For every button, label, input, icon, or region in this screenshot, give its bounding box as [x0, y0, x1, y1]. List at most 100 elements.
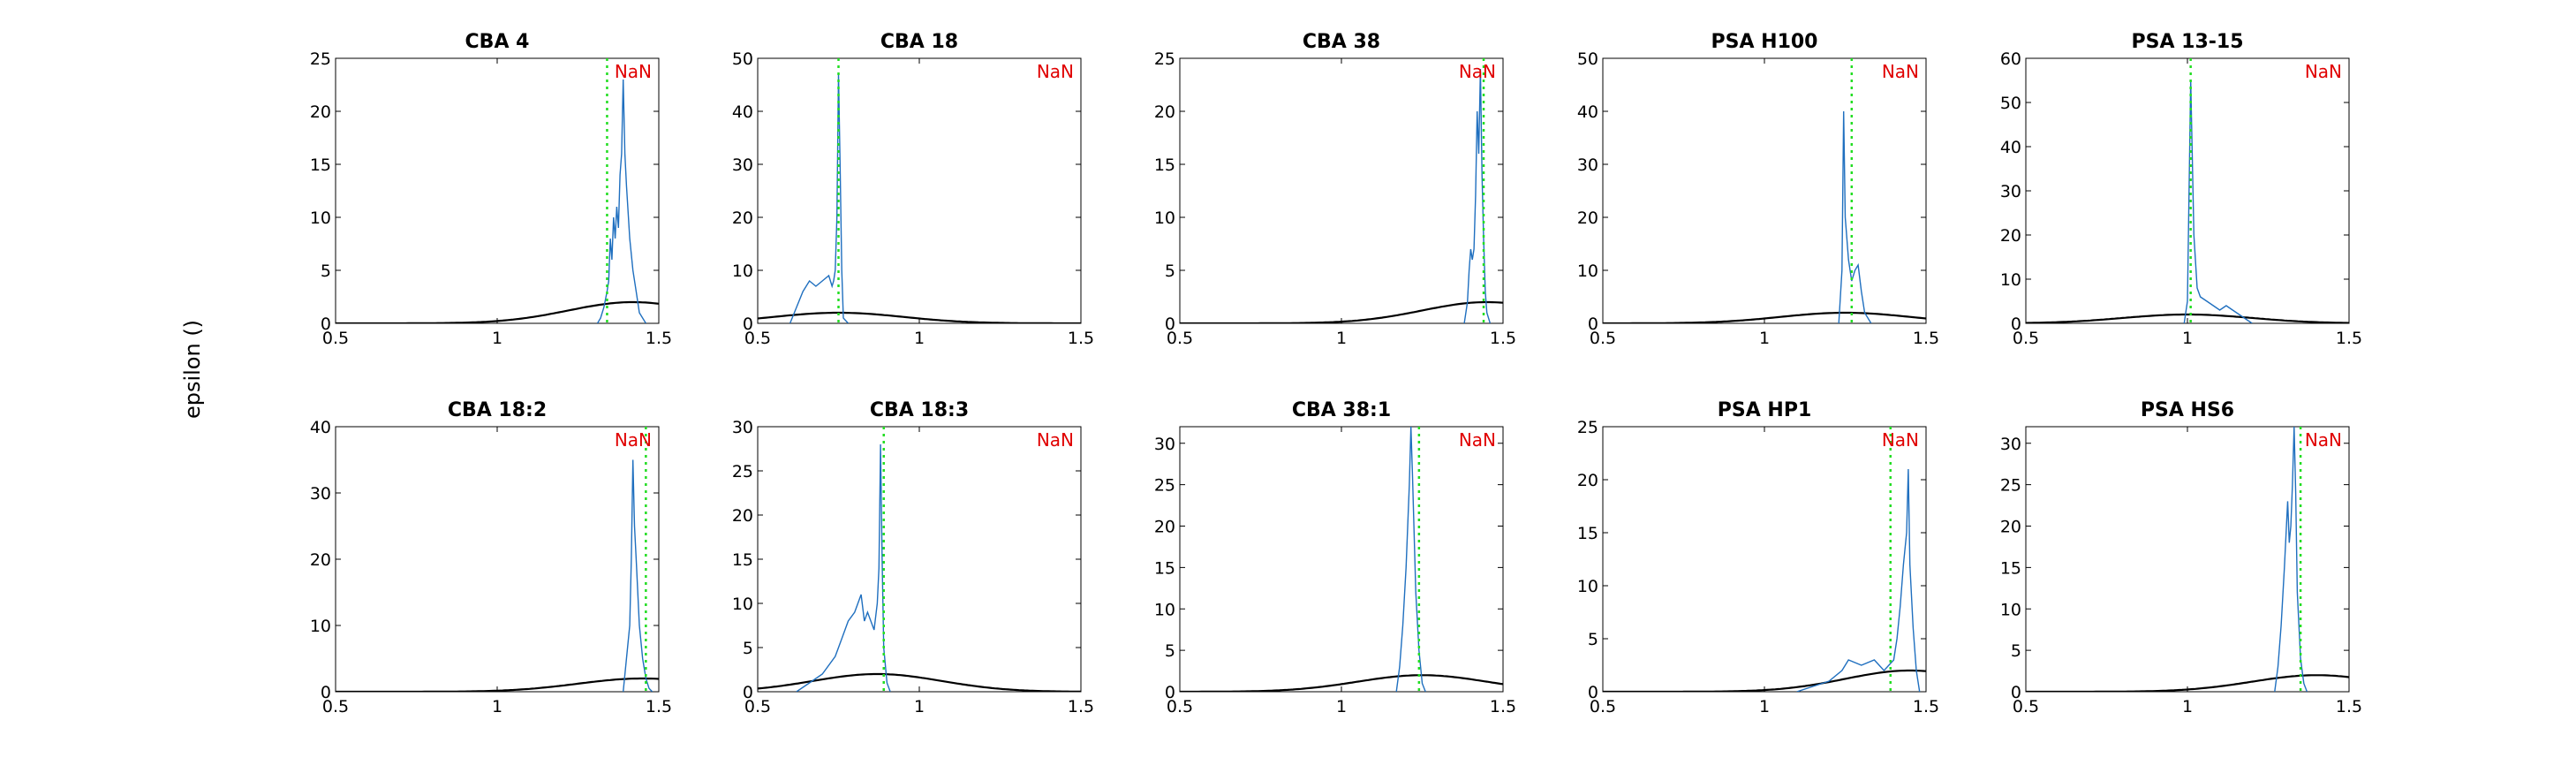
x-tick-label: 1 — [1759, 329, 1770, 348]
histogram-trace — [796, 443, 891, 692]
plot-frame — [757, 426, 1082, 693]
nan-annotation: NaN — [1037, 429, 1074, 451]
y-tick-label: 30 — [310, 484, 331, 504]
plot-frame — [335, 426, 660, 693]
y-tick-label: 25 — [310, 49, 331, 69]
y-tick-label: 50 — [2000, 94, 2021, 113]
subplot-panel: PSA HS6 0.5 1 1.5 0 5 10 15 20 25 30 NaN — [2000, 399, 2362, 716]
histogram-trace — [2183, 80, 2253, 323]
y-tick-label: 40 — [732, 102, 753, 122]
x-tick-label: 1.5 — [1068, 329, 1094, 348]
fit-curve — [336, 677, 659, 692]
fit-curve — [1603, 669, 1926, 692]
x-tick-label: 1 — [2182, 697, 2193, 716]
plot-frame — [1179, 426, 1504, 693]
y-tick-label: 20 — [732, 208, 753, 228]
subplot-panel: CBA 18:3 0.5 1 1.5 0 5 10 15 20 25 30 NaN — [732, 399, 1094, 716]
x-tick-label: 1 — [1336, 329, 1347, 348]
y-tick-label: 10 — [2000, 600, 2021, 619]
fit-curve — [1180, 300, 1503, 323]
nan-annotation: NaN — [1882, 61, 1919, 82]
y-tick-label: 15 — [2000, 558, 2021, 578]
x-tick-label: 1.5 — [1068, 697, 1094, 716]
x-tick-label: 1 — [1759, 697, 1770, 716]
x-tick-label: 1 — [492, 329, 502, 348]
x-tick-label: 0.5 — [1167, 329, 1193, 348]
y-tick-label: 15 — [732, 550, 753, 570]
nan-annotation: NaN — [615, 429, 652, 451]
x-tick-label: 0.5 — [744, 329, 771, 348]
y-tick-label: 5 — [743, 639, 753, 658]
y-tick-label: 50 — [1577, 49, 1598, 69]
y-tick-label: 20 — [2000, 226, 2021, 246]
y-tick-label: 25 — [732, 462, 753, 481]
subplot-panel: CBA 38:1 0.5 1 1.5 0 5 10 15 20 25 30 NaN — [1154, 399, 1516, 716]
y-axis-label: epsilon () — [180, 320, 205, 419]
y-tick-label: 5 — [1165, 261, 1175, 281]
y-tick-label: 40 — [310, 418, 331, 437]
histogram-trace — [1463, 68, 1492, 323]
y-tick-label: 15 — [1154, 558, 1175, 578]
subplot-panel: PSA 13-15 0.5 1 1.5 0 10 20 30 40 50 60 NaN — [2000, 31, 2362, 348]
y-tick-label: 30 — [1577, 155, 1598, 175]
subplot-panel: PSA H100 0.5 1 1.5 0 10 20 30 40 50 NaN — [1577, 31, 1939, 348]
nan-annotation: NaN — [1459, 429, 1496, 451]
subplot-panel: CBA 38 0.5 1 1.5 0 5 10 15 20 25 NaN — [1154, 31, 1516, 348]
y-tick-label: 0 — [321, 315, 331, 334]
y-tick-label: 50 — [732, 49, 753, 69]
y-tick-label: 20 — [1154, 518, 1175, 537]
y-tick-label: 25 — [1577, 418, 1598, 437]
y-tick-label: 10 — [732, 595, 753, 614]
y-tick-label: 30 — [2000, 435, 2021, 454]
x-tick-label: 1 — [1336, 697, 1347, 716]
histogram-trace — [789, 73, 850, 323]
y-tick-label: 5 — [2011, 641, 2021, 661]
y-tick-label: 20 — [1154, 102, 1175, 122]
x-tick-label: 1.5 — [2336, 329, 2362, 348]
plot-frame — [1179, 57, 1504, 324]
y-tick-label: 15 — [310, 155, 331, 175]
subplot-title: CBA 18 — [880, 31, 958, 53]
fit-curve — [2026, 313, 2349, 323]
y-tick-label: 10 — [310, 617, 331, 636]
y-tick-label: 5 — [321, 261, 331, 281]
subplot-panel: CBA 4 0.5 1 1.5 0 5 10 15 20 25 NaN — [310, 31, 672, 348]
y-tick-label: 20 — [1577, 208, 1598, 228]
y-tick-label: 30 — [732, 418, 753, 437]
y-tick-label: 10 — [1577, 261, 1598, 281]
y-tick-label: 5 — [1588, 630, 1598, 649]
subplot-title: CBA 4 — [465, 31, 530, 53]
x-tick-label: 1 — [914, 329, 925, 348]
y-tick-label: 0 — [1165, 683, 1175, 702]
x-tick-label: 0.5 — [1590, 697, 1616, 716]
y-tick-label: 0 — [2011, 315, 2021, 334]
y-tick-label: 15 — [1577, 524, 1598, 543]
histogram-trace — [1838, 110, 1872, 323]
x-tick-label: 0.5 — [1167, 697, 1193, 716]
plot-frame — [335, 57, 660, 324]
y-tick-label: 10 — [732, 261, 753, 281]
y-tick-label: 0 — [1165, 315, 1175, 334]
x-tick-label: 0.5 — [2013, 697, 2039, 716]
y-tick-label: 15 — [1154, 155, 1175, 175]
subplot-title: PSA 13-15 — [2131, 31, 2243, 53]
nan-annotation: NaN — [1882, 429, 1919, 451]
y-tick-label: 0 — [1588, 315, 1598, 334]
y-tick-label: 20 — [2000, 518, 2021, 537]
y-tick-label: 40 — [1577, 102, 1598, 122]
y-tick-label: 10 — [1154, 600, 1175, 619]
fit-curve — [1603, 311, 1926, 323]
y-tick-label: 30 — [2000, 182, 2021, 201]
y-tick-label: 25 — [1154, 476, 1175, 496]
nan-annotation: NaN — [2305, 429, 2342, 451]
fit-curve — [2026, 674, 2349, 692]
x-tick-label: 1 — [492, 697, 502, 716]
x-tick-label: 1 — [2182, 329, 2193, 348]
y-tick-label: 20 — [1577, 471, 1598, 490]
y-tick-label: 0 — [743, 315, 753, 334]
y-tick-label: 0 — [1588, 683, 1598, 702]
y-tick-label: 25 — [1154, 49, 1175, 69]
x-tick-label: 0.5 — [322, 329, 349, 348]
